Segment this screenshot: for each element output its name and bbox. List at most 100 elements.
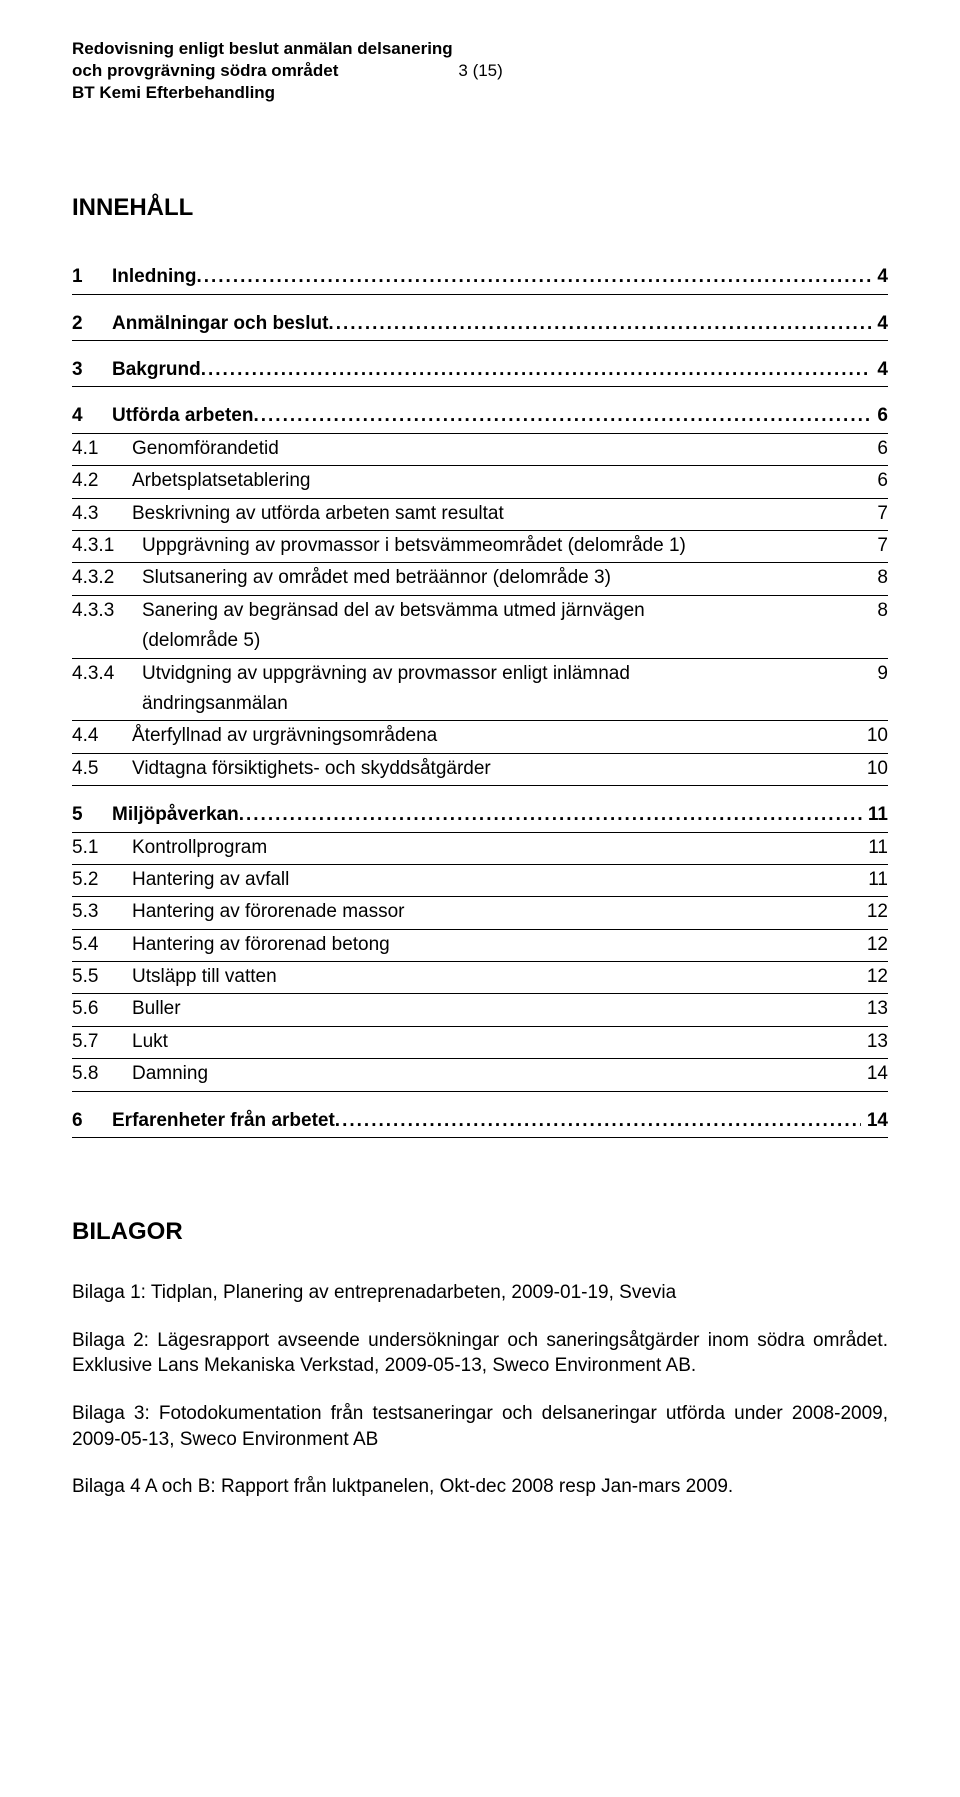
- toc-gap: [72, 341, 888, 355]
- toc-entry-page: 12: [861, 962, 888, 992]
- toc-entry-label: Utvidgning av uppgrävning av provmassor …: [142, 659, 630, 720]
- toc-entry: 4.3.1Uppgrävning av provmassor i betsväm…: [72, 531, 888, 563]
- header-line-2: och provgrävning södra området 3 (15): [72, 60, 888, 82]
- toc-gap: [72, 387, 888, 401]
- toc-entry-page: 9: [871, 659, 888, 689]
- header-page-number: 3 (15): [458, 60, 502, 82]
- toc-entry: 5.4Hantering av förorenad betong 12: [72, 930, 888, 962]
- toc-entry-page: 4: [871, 355, 888, 385]
- toc-entry: 6Erfarenheter från arbetet 14: [72, 1106, 888, 1138]
- toc-entry: 4.2Arbetsplatsetablering 6: [72, 466, 888, 498]
- document-header: Redovisning enligt beslut anmälan delsan…: [72, 38, 888, 104]
- bilaga-entry: Bilaga 3: Fotodokumentation från testsan…: [72, 1401, 888, 1452]
- toc-entry-number: 4.3.4: [72, 659, 142, 689]
- toc-entry-number: 4.3: [72, 499, 132, 529]
- toc-entry-number: 5.8: [72, 1059, 132, 1089]
- bilaga-entry: Bilaga 4 A och B: Rapport från luktpanel…: [72, 1474, 888, 1500]
- toc-entry: 4.1Genomförandetid6: [72, 434, 888, 466]
- header-line-2-left: och provgrävning södra området: [72, 60, 338, 82]
- toc-entry: 4.3.4Utvidgning av uppgrävning av provma…: [72, 659, 888, 722]
- toc-entry-label: Slutsanering av området med beträännor (…: [142, 563, 611, 593]
- toc-leader-dots: [196, 262, 871, 292]
- toc-entry-page: 6: [871, 401, 888, 431]
- toc-entry-page: 14: [861, 1059, 888, 1089]
- toc-gap: [72, 1092, 888, 1106]
- header-line-1: Redovisning enligt beslut anmälan delsan…: [72, 38, 888, 60]
- toc-entry-page: 11: [862, 800, 888, 830]
- bilaga-entry: Bilaga 1: Tidplan, Planering av entrepre…: [72, 1280, 888, 1306]
- bilagor-list: Bilaga 1: Tidplan, Planering av entrepre…: [72, 1280, 888, 1500]
- toc-entry-page: 7: [871, 499, 888, 529]
- toc-entry-number: 5.6: [72, 994, 132, 1024]
- toc-entry-label: Beskrivning av utförda arbeten samt resu…: [132, 499, 504, 529]
- toc-entry-number: 4.2: [72, 466, 132, 496]
- toc-leader-dots: [328, 309, 871, 339]
- toc-entry-page: 11: [862, 833, 888, 863]
- toc-entry: 5.2Hantering av avfall11: [72, 865, 888, 897]
- toc-entry-number: 5.4: [72, 930, 132, 960]
- toc-entry-number: 4.5: [72, 754, 132, 784]
- toc-entry-number: 4.3.1: [72, 531, 142, 561]
- toc-entry: 5.8Damning 14: [72, 1059, 888, 1091]
- toc-entry-label: Hantering av förorenad betong: [132, 930, 390, 960]
- toc-entry: 1Inledning 4: [72, 262, 888, 294]
- toc-entry-label: Bakgrund: [112, 355, 201, 385]
- toc-title: INNEHÅLL: [72, 194, 888, 222]
- toc-entry-label: Återfyllnad av urgrävningsområdena: [132, 721, 437, 751]
- toc-entry-number: 5.3: [72, 897, 132, 927]
- toc-entry-number: 5: [72, 800, 112, 830]
- toc-entry-label: Utsläpp till vatten: [132, 962, 277, 992]
- toc-entry-label: Lukt: [132, 1027, 168, 1057]
- toc-entry-number: 4.3.3: [72, 596, 142, 626]
- bilaga-entry: Bilaga 2: Lägesrapport avseende undersök…: [72, 1328, 888, 1379]
- toc-entry-page: 10: [861, 754, 888, 784]
- toc-entry: 3Bakgrund 4: [72, 355, 888, 387]
- toc-entry: 5.1Kontrollprogram11: [72, 833, 888, 865]
- toc-entry-label: Hantering av avfall: [132, 865, 289, 895]
- toc-entry: 4.3Beskrivning av utförda arbeten samt r…: [72, 499, 888, 531]
- toc-entry-label: Utförda arbeten: [112, 401, 253, 431]
- toc-entry-number: 5.7: [72, 1027, 132, 1057]
- toc-entry-number: 4: [72, 401, 112, 431]
- toc-leader-dots: [201, 355, 872, 385]
- toc-entry: 4.3.2Slutsanering av området med beträän…: [72, 563, 888, 595]
- toc-entry-page: 4: [871, 262, 888, 292]
- toc-gap: [72, 295, 888, 309]
- toc-entry-label: Anmälningar och beslut: [112, 309, 328, 339]
- header-line-3: BT Kemi Efterbehandling: [72, 82, 888, 104]
- toc-entry-label: Genomförandetid: [132, 434, 279, 464]
- toc-entry: 4Utförda arbeten 6: [72, 401, 888, 433]
- toc-entry: 2Anmälningar och beslut 4: [72, 309, 888, 341]
- toc-entry-number: 4.3.2: [72, 563, 142, 593]
- table-of-contents: 1Inledning 42Anmälningar och beslut 43Ba…: [72, 262, 888, 1138]
- toc-entry-label: Sanering av begränsad del av betsvämma u…: [142, 596, 645, 657]
- toc-entry-number: 5.1: [72, 833, 132, 863]
- toc-entry: 5.6Buller13: [72, 994, 888, 1026]
- toc-entry-label: Uppgrävning av provmassor i betsvämmeomr…: [142, 531, 686, 561]
- toc-entry-page: 6: [871, 466, 888, 496]
- toc-entry-label: Erfarenheter från arbetet: [112, 1106, 335, 1136]
- toc-entry-number: 5.2: [72, 865, 132, 895]
- toc-entry-label: Damning: [132, 1059, 208, 1089]
- toc-entry: 5Miljöpåverkan 11: [72, 800, 888, 832]
- toc-entry: 5.3Hantering av förorenade massor12: [72, 897, 888, 929]
- toc-entry: 4.3.3Sanering av begränsad del av betsvä…: [72, 596, 888, 659]
- toc-entry: 4.4Återfyllnad av urgrävningsområdena10: [72, 721, 888, 753]
- toc-entry-number: 1: [72, 262, 112, 292]
- toc-entry-page: 12: [861, 930, 888, 960]
- toc-entry-label: Buller: [132, 994, 181, 1024]
- toc-entry-page: 8: [871, 596, 888, 626]
- toc-entry-label: Hantering av förorenade massor: [132, 897, 404, 927]
- toc-entry-number: 5.5: [72, 962, 132, 992]
- toc-entry-page: 8: [871, 563, 888, 593]
- toc-entry-page: 13: [861, 1027, 888, 1057]
- bilagor-title: BILAGOR: [72, 1218, 888, 1246]
- toc-entry-label: Inledning: [112, 262, 196, 292]
- toc-entry-number: 2: [72, 309, 112, 339]
- toc-gap: [72, 786, 888, 800]
- toc-leader-dots: [335, 1106, 861, 1136]
- toc-entry-page: 10: [861, 721, 888, 751]
- toc-leader-dots: [239, 800, 862, 830]
- toc-entry-page: 4: [871, 309, 888, 339]
- toc-entry-label: Arbetsplatsetablering: [132, 466, 311, 496]
